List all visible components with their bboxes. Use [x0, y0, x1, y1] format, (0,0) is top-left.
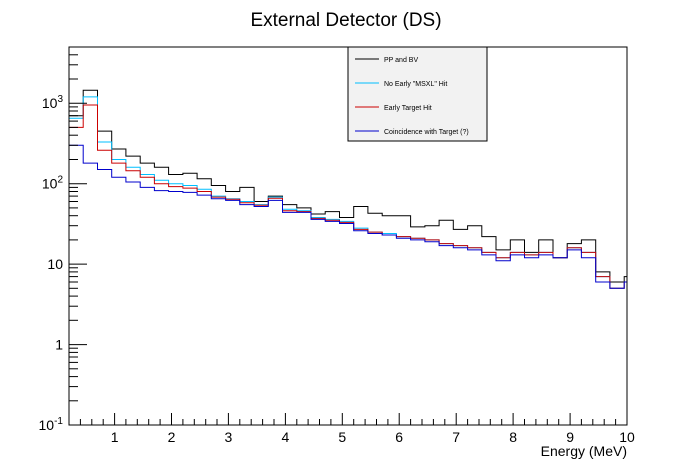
x-tick-label: 8	[509, 429, 517, 445]
y-tick-label: 1	[55, 337, 63, 353]
x-tick-label: 3	[225, 429, 233, 445]
legend-label: Coincidence with Target (?)	[384, 129, 469, 136]
legend: PP and BV No Early "MSXL" Hit Early Target…	[347, 46, 488, 142]
series-line-1	[69, 89, 628, 289]
chart-title: External Detector (DS)	[250, 10, 441, 31]
x-tick-label: 5	[338, 429, 346, 445]
x-tick-label: 4	[282, 429, 290, 445]
legend-label: Early Target Hit	[384, 105, 432, 112]
x-tick-label: 2	[168, 429, 176, 445]
legend-box	[347, 46, 488, 142]
series-layer	[69, 89, 628, 289]
x-tick-label: 6	[395, 429, 403, 445]
y-tick-label: 102	[42, 175, 64, 192]
x-axis: 1 2 3 4 5 6 7 8 9 10	[68, 413, 635, 445]
x-tick-label: 1	[111, 429, 119, 445]
y-tick-label: 10-1	[39, 416, 64, 433]
x-tick-label: 9	[566, 429, 574, 445]
x-tick-label: 10	[619, 429, 635, 445]
y-tick-label: 103	[42, 94, 64, 111]
series-line-4	[69, 144, 628, 289]
y-axis: 10-1 1 10 102 103	[39, 46, 87, 433]
legend-label: PP and BV	[384, 57, 418, 64]
x-tick-label: 7	[452, 429, 460, 445]
legend-label: No Early "MSXL" Hit	[384, 81, 447, 88]
y-tick-label: 10	[47, 256, 63, 272]
x-axis-label: Energy (MeV)	[541, 443, 627, 459]
